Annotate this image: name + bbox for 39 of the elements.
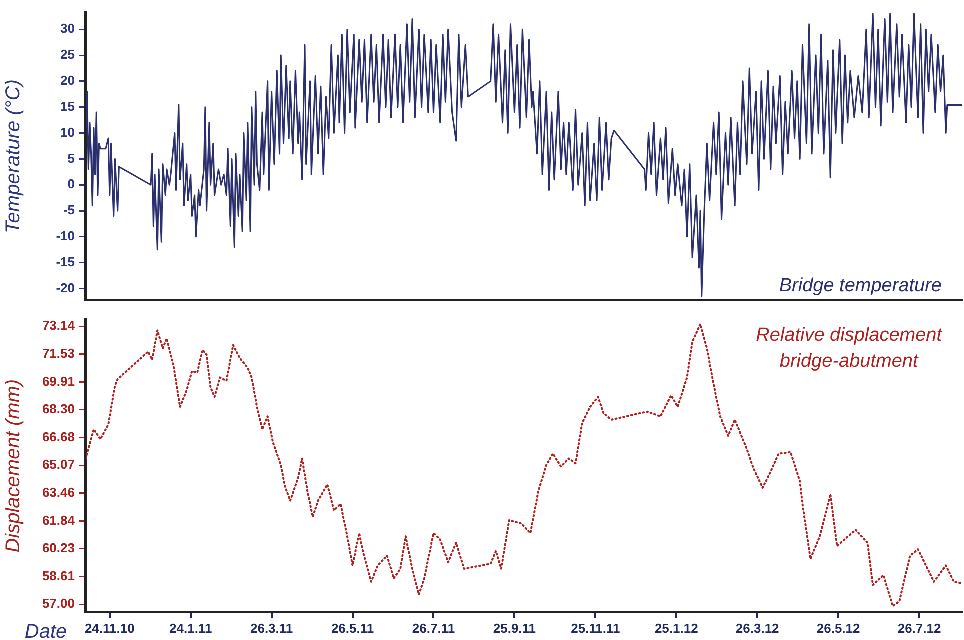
y-tick-label: 15 — [60, 98, 75, 114]
x-tick-label: 26.7.11 — [412, 620, 456, 636]
line-series — [86, 323, 962, 608]
y-tick-label: 20 — [60, 73, 75, 88]
x-tick-label: 26.3.12 — [736, 620, 780, 636]
y-tick-label: 61.84 — [42, 512, 76, 528]
y-axis-title: Temperature (°C) — [2, 80, 25, 234]
y-tick-label: -5 — [63, 202, 75, 218]
x-axis-title: Date — [24, 620, 68, 640]
text: Bridge temperature — [779, 275, 942, 296]
text: Relative displacement bridge-abutment — [756, 325, 943, 372]
y-tick-label: 57.00 — [42, 596, 75, 612]
y-tick-label: -20 — [56, 280, 75, 296]
y-tick-label: 68.30 — [42, 402, 75, 416]
y-tick-label: 60.23 — [42, 540, 75, 556]
y-tick-label: 71.53 — [42, 346, 75, 361]
y-tick-label: -10 — [56, 228, 75, 244]
y-tick-label: 66.68 — [42, 429, 75, 444]
y-tick-label: 69.91 — [42, 374, 75, 389]
y-tick-label: 73.14 — [42, 318, 76, 334]
x-tick-label: 26.5.12 — [816, 620, 860, 636]
y-tick-label: 10 — [60, 124, 75, 140]
x-tick-label: 26.5.11 — [331, 620, 374, 636]
y-tick-label: 63.46 — [42, 484, 75, 500]
y-tick-label: 30 — [60, 21, 75, 36]
y-tick-label: 5 — [68, 150, 75, 166]
x-tick-label: 26.7.12 — [898, 620, 942, 636]
x-tick-label: 25.11.11 — [571, 620, 620, 636]
x-tick-label: 25.1.12 — [654, 620, 698, 636]
x-tick-label: 25.9.11 — [493, 620, 536, 636]
y-tick-label: 0 — [68, 176, 75, 192]
y-tick-label: 58.61 — [42, 568, 75, 584]
x-tick-label: 24.11.10 — [84, 620, 135, 636]
x-tick-label: 24.1.11 — [170, 620, 212, 636]
y-tick-label: -15 — [56, 254, 75, 270]
y-tick-label: 65.07 — [42, 457, 75, 472]
y-axis-title: Displacement (mm) — [2, 379, 25, 553]
x-tick-label: 26.3.11 — [250, 620, 294, 636]
y-tick-label: 25 — [60, 47, 75, 62]
